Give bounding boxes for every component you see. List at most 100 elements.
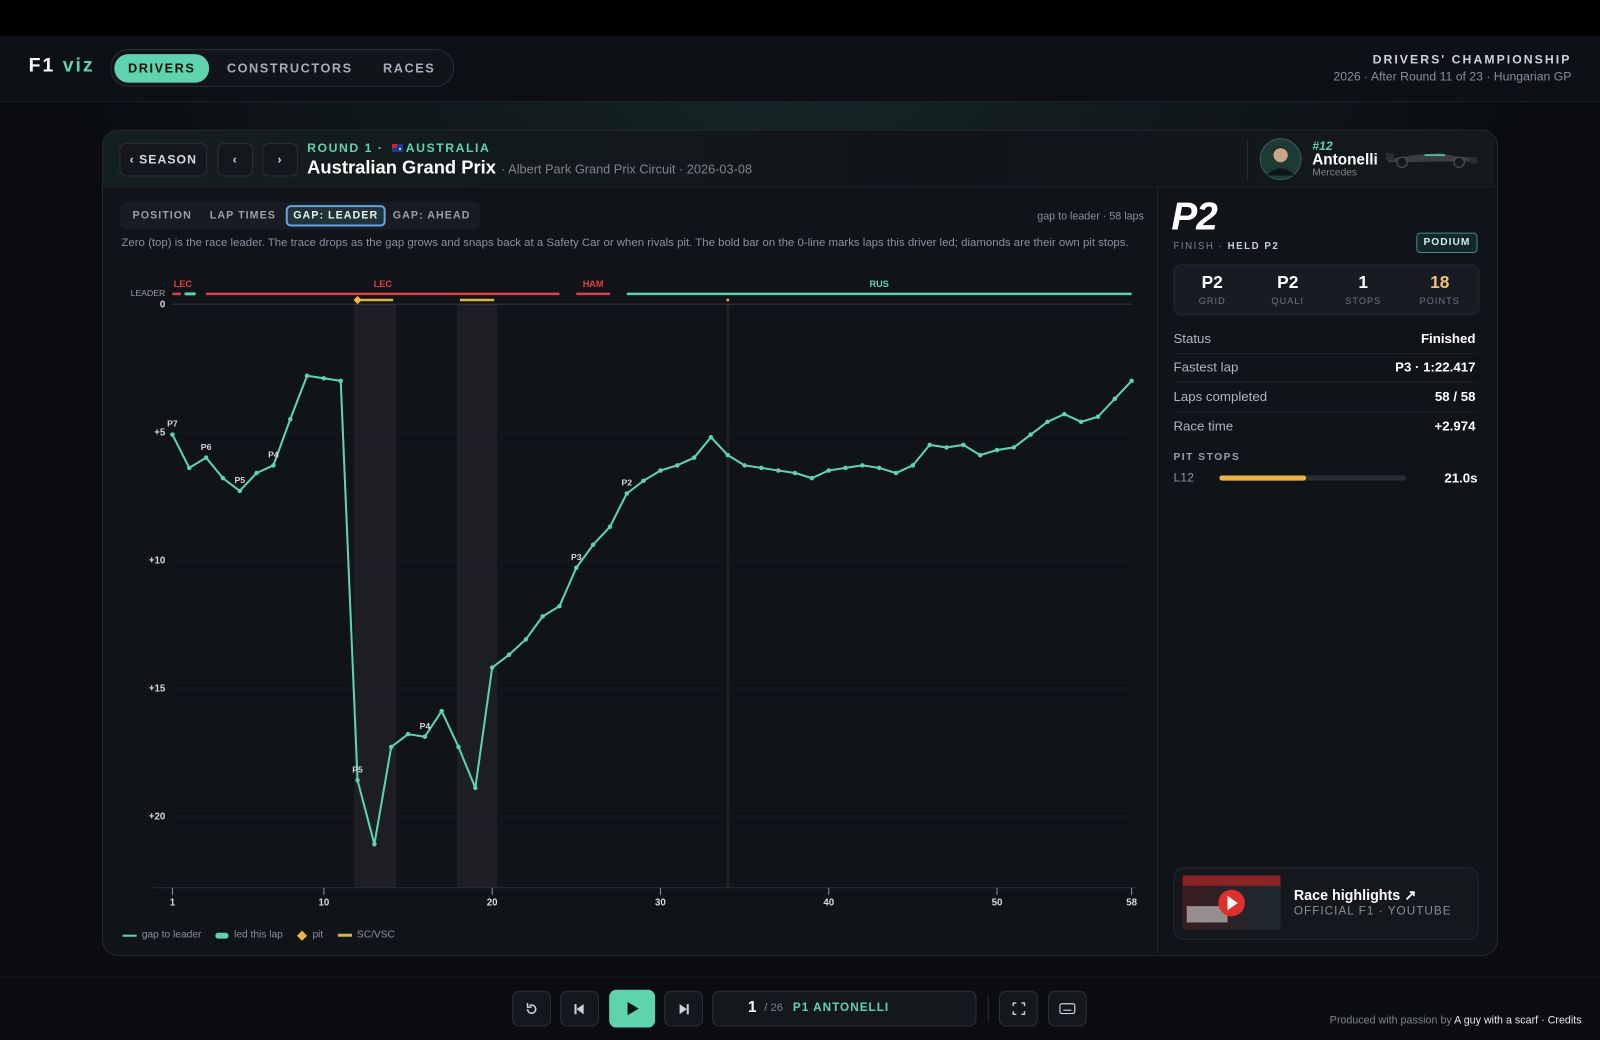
pit-duration: 21.0s xyxy=(1444,470,1478,486)
icon xyxy=(1012,1002,1025,1015)
current-leader: P1 ANTONELLI xyxy=(792,1002,890,1015)
row-label: Race time xyxy=(1173,418,1234,434)
stat-value: P2 xyxy=(1277,272,1299,292)
row-value: Finished xyxy=(1420,330,1476,346)
total-laps: / 26 xyxy=(764,1002,784,1015)
row-label: Laps completed xyxy=(1173,388,1268,405)
stats: P2 GRID P2 QUALI 1 STOPS 18 POINTS xyxy=(1173,264,1480,316)
current-lap: 1 xyxy=(747,998,757,1017)
info-row: Status Finished xyxy=(1173,324,1478,355)
driver-number: #12 xyxy=(1312,138,1333,154)
finish-position: P2 xyxy=(1171,195,1217,239)
finish-note: FINISH · HELD P2 xyxy=(1173,241,1279,252)
row-value: +2.974 xyxy=(1434,418,1476,434)
logo-accent: viz xyxy=(62,55,95,77)
race-title: Australian Grand Prix · Albert Park Gran… xyxy=(307,157,752,178)
legend-swatch xyxy=(122,934,137,937)
stat-label: POINTS xyxy=(1419,295,1460,307)
avatar xyxy=(1259,138,1302,181)
chart-tab[interactable]: LAP TIMES xyxy=(209,209,276,222)
logo[interactable]: F1 viz xyxy=(29,55,95,77)
step-forward-button[interactable] xyxy=(664,990,704,1027)
stat-label: GRID xyxy=(1198,295,1226,307)
restart-button[interactable] xyxy=(512,990,552,1027)
legend-swatch xyxy=(215,932,229,939)
header-subtitle: 2026 · After Round 11 of 23 · Hungarian … xyxy=(1333,69,1572,84)
play-button[interactable] xyxy=(609,989,656,1028)
nav-tabs: DRIVERS CONSTRUCTORS RACES xyxy=(110,48,455,87)
round: ROUND 1 · AUSTRALIA xyxy=(307,141,490,155)
stat-value: P2 xyxy=(1201,272,1223,292)
divider xyxy=(1157,187,1159,955)
icon xyxy=(627,1002,639,1016)
nav-tab[interactable]: DRIVERS xyxy=(114,54,210,83)
podium-badge: PODIUM xyxy=(1416,232,1478,254)
chart-tab[interactable]: GAP: LEADER xyxy=(285,205,386,227)
separator xyxy=(987,995,989,1022)
footer-prefix: Produced with passion by xyxy=(1329,1014,1452,1027)
logo-main: F1 xyxy=(28,55,56,77)
chart-tab[interactable]: GAP: AHEAD xyxy=(392,209,471,222)
footer: Produced with passion by A guy with a sc… xyxy=(1330,1014,1582,1026)
legend-item: led this lap xyxy=(215,929,283,941)
pit-lap: L12 xyxy=(1173,470,1194,485)
info-row: Laps completed 58 / 58 xyxy=(1173,383,1478,413)
footer-author[interactable]: A guy with a scarf xyxy=(1454,1014,1539,1027)
chart-description: Zero (top) is the race leader. The trace… xyxy=(121,236,1129,249)
round-label: ROUND 1 · xyxy=(307,140,384,156)
driver-name: Antonelli xyxy=(1312,151,1378,169)
icon xyxy=(526,1002,537,1014)
highlights-title[interactable]: Race highlights ↗ xyxy=(1293,886,1417,904)
legend-label: SC/VSC xyxy=(356,929,395,941)
legend-item: SC/VSC xyxy=(337,929,395,941)
stat-value: 18 xyxy=(1430,272,1450,292)
stat-value: 1 xyxy=(1358,272,1369,292)
step-back-button[interactable] xyxy=(560,990,599,1027)
legend: gap to leader led this lap pit SC/VSC xyxy=(122,929,395,941)
flag xyxy=(391,143,403,153)
stat: P2 GRID xyxy=(1174,272,1250,306)
legend-swatch xyxy=(297,930,308,941)
stat-label: QUALI xyxy=(1271,295,1305,307)
held-label: HELD P2 xyxy=(1227,240,1280,253)
season-button[interactable]: ‹ SEASON xyxy=(119,142,208,177)
nav-tab[interactable]: RACES xyxy=(383,61,436,76)
race-card xyxy=(102,129,1498,957)
legend-item: gap to leader xyxy=(122,930,201,941)
legend-label: pit xyxy=(312,929,324,941)
separator xyxy=(1246,140,1248,180)
fullscreen-button[interactable] xyxy=(998,990,1038,1027)
prev-button[interactable]: ‹ xyxy=(217,142,254,177)
legend-swatch xyxy=(337,933,352,937)
race-details: · Albert Park Grand Prix Circuit · 2026-… xyxy=(501,162,753,177)
keyboard-button[interactable] xyxy=(1047,990,1087,1027)
chart-tabs: POSITION LAP TIMES GAP: LEADER GAP: AHEA… xyxy=(120,202,481,230)
pit-title: PIT STOPS xyxy=(1173,452,1241,464)
legend-item: pit xyxy=(297,930,323,941)
thumbnail xyxy=(1182,875,1281,930)
finish-label: FINISH · xyxy=(1173,240,1224,253)
top-band xyxy=(0,0,1600,36)
nav-tab[interactable]: CONSTRUCTORS xyxy=(226,61,353,76)
row-value: P3 · 1:22.417 xyxy=(1395,359,1476,375)
header-title: DRIVERS' CHAMPIONSHIP xyxy=(1372,52,1572,67)
icon xyxy=(574,1003,584,1014)
icon xyxy=(1059,1003,1076,1015)
next-button[interactable]: › xyxy=(262,142,298,177)
chart-tab[interactable]: POSITION xyxy=(132,209,192,222)
info-row: Fastest lap P3 · 1:22.417 xyxy=(1173,353,1478,383)
race-name: Australian Grand Prix xyxy=(307,157,496,178)
pit-track xyxy=(1219,475,1407,481)
info-row: Race time +2.974 xyxy=(1173,412,1477,441)
car xyxy=(1385,153,1478,168)
footer-credits[interactable]: · Credits xyxy=(1541,1014,1582,1027)
icon xyxy=(679,1003,689,1014)
chart-info: gap to leader · 58 laps xyxy=(1037,210,1144,223)
country: AUSTRALIA xyxy=(405,140,491,156)
pit-bar xyxy=(1219,475,1307,481)
legend-label: led this lap xyxy=(234,929,283,941)
stat: P2 QUALI xyxy=(1250,272,1326,306)
stat: 18 POINTS xyxy=(1402,272,1478,306)
